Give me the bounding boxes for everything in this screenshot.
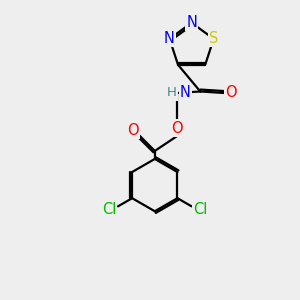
Text: O: O [127, 123, 139, 138]
Text: O: O [171, 121, 183, 136]
Text: Cl: Cl [102, 202, 116, 217]
Text: N: N [180, 85, 191, 100]
Text: N: N [186, 15, 197, 30]
Text: N: N [164, 31, 175, 46]
Text: H: H [167, 86, 177, 100]
Text: Cl: Cl [193, 202, 208, 217]
Text: O: O [225, 85, 237, 100]
Text: S: S [209, 31, 218, 46]
